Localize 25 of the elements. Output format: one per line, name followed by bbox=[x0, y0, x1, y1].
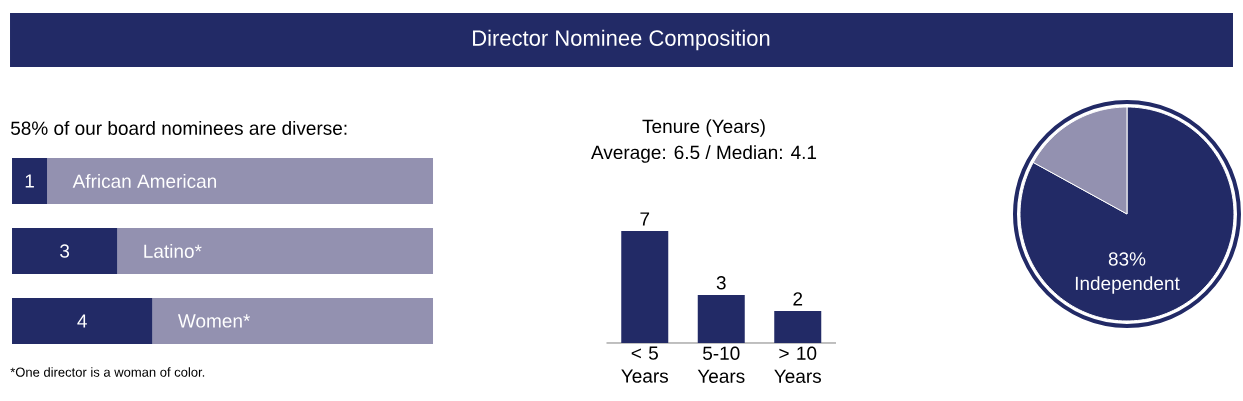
y-tick-label: Women* bbox=[177, 314, 251, 328]
y-tick-label: Latino* bbox=[144, 244, 202, 258]
bar bbox=[12, 157, 48, 204]
x-tick-label: < 5 Years bbox=[621, 346, 669, 383]
data-label: 2 bbox=[793, 292, 803, 306]
x-tick-label: > 10 Years bbox=[774, 346, 822, 383]
bar bbox=[12, 297, 153, 344]
data-label: 1 bbox=[25, 174, 34, 188]
chart-title: Tenure (Years) bbox=[642, 119, 765, 137]
x-tick-label: 5-10 Years bbox=[697, 346, 745, 383]
slice-label: Independent bbox=[1075, 276, 1180, 294]
data-label: 3 bbox=[60, 244, 70, 258]
data-label: 7 bbox=[640, 212, 650, 226]
bar bbox=[117, 227, 434, 274]
chart-subtitle: Average: 6.5 / Median: 4.1 bbox=[591, 145, 817, 163]
data-label: 3 bbox=[716, 276, 726, 290]
data-label: 83% bbox=[1108, 252, 1146, 266]
bar bbox=[47, 157, 434, 204]
data-label: 4 bbox=[77, 314, 87, 328]
text: Director Nominee Composition bbox=[473, 29, 770, 51]
bar bbox=[152, 297, 434, 344]
y-tick-label: African American bbox=[72, 174, 217, 188]
chart-title: 58% of our board nominees are diverse: bbox=[10, 121, 347, 135]
bar bbox=[12, 227, 118, 274]
text: *One director is a woman of color. bbox=[10, 367, 205, 377]
